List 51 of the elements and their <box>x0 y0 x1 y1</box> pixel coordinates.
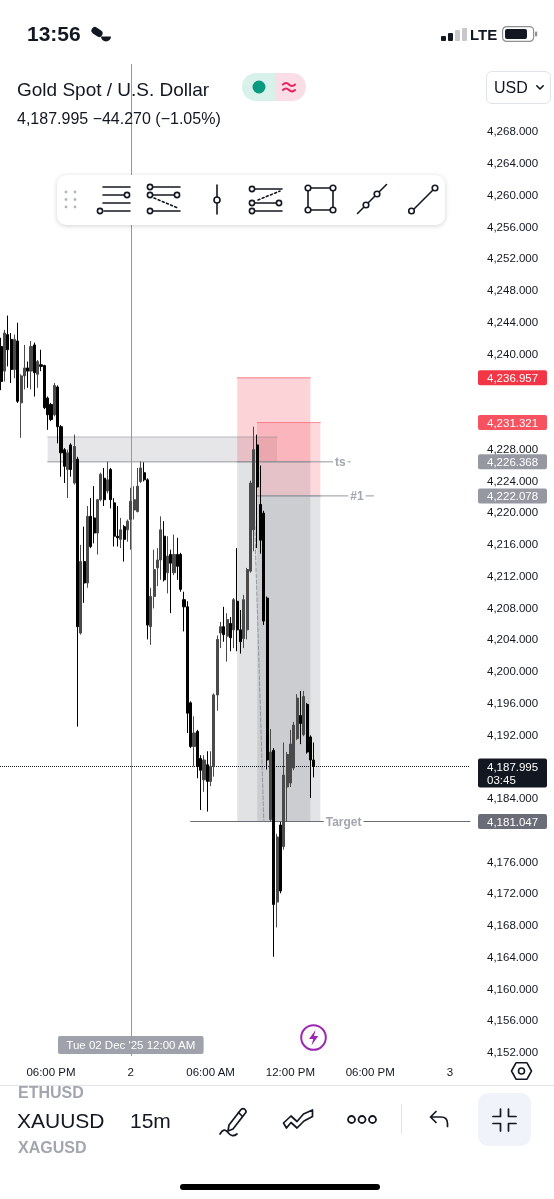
y-tick-label: 4,212.000 <box>487 569 539 582</box>
text: 4,187.995 −44.270 (−1.05%) <box>17 109 221 127</box>
x-tick-label: 2 <box>127 1066 135 1078</box>
y-tick-label: 4,196.000 <box>487 696 539 709</box>
y-tick-label: 4,156.000 <box>487 1014 539 1027</box>
text: Gold Spot / U.S. Dollar <box>17 79 210 100</box>
y-tick-label: 4,226.368 <box>487 456 539 469</box>
x-tick-label: 06:00 AM <box>186 1066 235 1078</box>
text: XAUUSD <box>17 1109 105 1132</box>
x-tick-label: 06:00 PM <box>26 1066 76 1078</box>
y-tick-label: 4,220.000 <box>487 506 539 519</box>
y-tick-label: 4,164.000 <box>487 950 539 963</box>
text: USD <box>494 79 528 96</box>
annotation: ts <box>334 454 346 469</box>
y-tick-label: 4,222.078 <box>487 490 539 503</box>
x-tick-label: 12:00 PM <box>265 1066 316 1078</box>
y-tick-label: 4,204.000 <box>487 633 539 646</box>
text: ETHUSD <box>18 1084 84 1101</box>
ref-line-label: Tue 02 Dec '25 12:00 AM <box>66 1039 196 1051</box>
ref-line-label: 4,187.995 03:45 <box>487 760 539 786</box>
y-tick-label: 4,172.000 <box>487 887 539 900</box>
y-tick-label: 4,160.000 <box>487 982 539 995</box>
y-tick-label: 4,216.000 <box>487 538 539 551</box>
y-tick-label: 4,208.000 <box>487 601 539 614</box>
text: 13:56 <box>27 22 81 45</box>
x-tick-label: 3 <box>446 1066 454 1078</box>
y-tick-label: 4,260.000 <box>487 188 539 201</box>
y-tick-label: 4,268.000 <box>487 125 539 138</box>
text: XAGUSD <box>18 1139 87 1156</box>
y-tick-label: 4,264.000 <box>487 157 539 170</box>
y-tick-label: 4,181.047 <box>487 816 539 829</box>
y-tick-label: 4,176.000 <box>487 855 539 868</box>
y-tick-label: 4,224.000 <box>487 474 539 487</box>
y-tick-label: 4,248.000 <box>487 284 539 297</box>
x-tick-label: 06:00 PM <box>345 1066 395 1078</box>
y-tick-label: 4,192.000 <box>487 728 539 741</box>
y-tick-label: 4,244.000 <box>487 315 539 328</box>
y-tick-label: 4,236.957 <box>487 372 539 385</box>
y-tick-label: 4,168.000 <box>487 919 539 932</box>
text: 15m <box>130 1109 171 1132</box>
y-tick-label: 4,231.321 <box>487 417 539 430</box>
text: LTE <box>470 26 498 43</box>
y-tick-label: 4,228.000 <box>487 442 539 455</box>
annotation: Target <box>325 814 362 829</box>
y-tick-label: 4,252.000 <box>487 252 539 265</box>
y-tick-label: 4,200.000 <box>487 665 539 678</box>
y-tick-label: 4,240.000 <box>487 347 539 360</box>
y-tick-label: 4,256.000 <box>487 220 539 233</box>
annotation: #1 <box>350 488 364 503</box>
y-tick-label: 4,184.000 <box>487 792 539 805</box>
y-tick-label: 4,152.000 <box>487 1046 539 1059</box>
